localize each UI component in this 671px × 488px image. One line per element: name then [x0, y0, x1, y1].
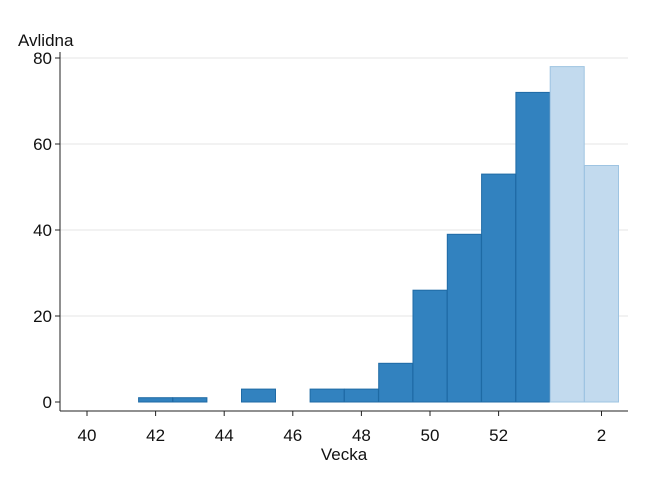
- bar-week-50: [412, 289, 448, 403]
- bar-week-49: [378, 362, 414, 403]
- x-tick-label-48: 48: [352, 426, 371, 445]
- bars: [138, 66, 619, 403]
- y-tick-label-60: 60: [33, 135, 52, 154]
- y-tick-label-0: 0: [43, 393, 52, 412]
- x-tick-label-50: 50: [421, 426, 440, 445]
- y-axis-ticks: 0 20 40 60 80: [33, 49, 60, 412]
- x-tick-label-40: 40: [78, 426, 97, 445]
- bar-week-53: [515, 91, 551, 403]
- x-tick-label-52: 52: [489, 426, 508, 445]
- bar-week-45: [241, 388, 276, 403]
- bar-week-43: [172, 397, 208, 403]
- x-tick-label-44: 44: [215, 426, 234, 445]
- bar-week-51: [446, 233, 482, 403]
- x-tick-label-2: 2: [597, 426, 606, 445]
- y-axis-label: Avlidna: [18, 31, 74, 50]
- bar-week-42: [138, 397, 174, 403]
- bar-week-47: [309, 388, 345, 403]
- x-axis-ticks: 40 42 44 46 48 50 52 2: [78, 411, 606, 445]
- bar-week-52: [481, 173, 517, 403]
- bar-week-2: [584, 165, 619, 403]
- x-axis-label: Vecka: [321, 445, 368, 464]
- x-tick-label-46: 46: [283, 426, 302, 445]
- bar-week-48: [343, 388, 379, 403]
- x-tick-label-42: 42: [146, 426, 165, 445]
- y-tick-label-20: 20: [33, 307, 52, 326]
- y-tick-label-40: 40: [33, 221, 52, 240]
- y-tick-label-80: 80: [33, 49, 52, 68]
- bar-week-1: [549, 66, 585, 403]
